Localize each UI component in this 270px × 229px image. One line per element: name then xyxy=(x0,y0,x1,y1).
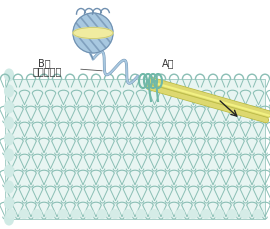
Ellipse shape xyxy=(73,28,113,39)
Circle shape xyxy=(73,14,113,54)
Ellipse shape xyxy=(201,210,211,218)
Ellipse shape xyxy=(45,210,55,218)
Ellipse shape xyxy=(149,210,159,218)
Ellipse shape xyxy=(58,210,68,218)
Text: （足す糸）: （足す糸） xyxy=(33,66,62,76)
Text: A糸: A糸 xyxy=(162,58,174,68)
Text: B糸: B糸 xyxy=(38,58,51,68)
Ellipse shape xyxy=(19,210,29,218)
Ellipse shape xyxy=(5,117,14,129)
Ellipse shape xyxy=(5,197,14,209)
Ellipse shape xyxy=(240,210,250,218)
Ellipse shape xyxy=(5,86,14,98)
Ellipse shape xyxy=(5,70,14,82)
Ellipse shape xyxy=(214,210,224,218)
Ellipse shape xyxy=(5,101,14,114)
Ellipse shape xyxy=(175,210,185,218)
Ellipse shape xyxy=(5,134,14,145)
Ellipse shape xyxy=(162,210,172,218)
Ellipse shape xyxy=(110,210,120,218)
Ellipse shape xyxy=(227,210,237,218)
Ellipse shape xyxy=(136,210,146,218)
Ellipse shape xyxy=(5,181,14,193)
Ellipse shape xyxy=(5,165,14,177)
Ellipse shape xyxy=(71,210,81,218)
Ellipse shape xyxy=(253,210,263,218)
Ellipse shape xyxy=(84,210,94,218)
Ellipse shape xyxy=(32,210,42,218)
Ellipse shape xyxy=(123,210,133,218)
Bar xyxy=(5,80,265,219)
Ellipse shape xyxy=(188,210,198,218)
Ellipse shape xyxy=(5,149,14,161)
Ellipse shape xyxy=(97,210,107,218)
Ellipse shape xyxy=(6,210,16,218)
Ellipse shape xyxy=(5,213,14,225)
